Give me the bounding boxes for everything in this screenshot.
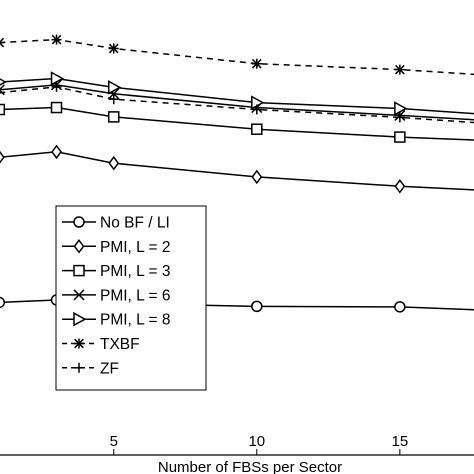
data-point-pmi-l-2-3 — [251, 169, 263, 185]
legend-marker-no-bf-li — [73, 216, 85, 228]
x-axis-title: Number of FBSs per Sector — [158, 459, 342, 474]
data-point-pmi-l-3-0 — [0, 103, 6, 116]
data-point-pmi-l-2-4 — [394, 179, 406, 194]
legend-label-txbf: TXBF — [100, 336, 140, 353]
data-point-zf-1 — [51, 81, 62, 92]
legend-item-pmi-l-6: PMI, L = 6 — [62, 287, 171, 304]
series-line-pmi-l-3 — [0, 106, 474, 141]
legend-marker-pmi-l-8 — [73, 311, 87, 327]
data-point-pmi-l-8-1 — [50, 71, 65, 86]
data-point-zf-2 — [108, 94, 119, 105]
x-tick-label-10: 10 — [248, 433, 265, 450]
data-point-txbf-1 — [51, 34, 62, 45]
data-point-pmi-l-2-1 — [51, 144, 62, 160]
x-axis-ticks: 5 10 15 — [110, 433, 409, 455]
legend-label-pmi-l-2: PMI, L = 2 — [100, 239, 171, 256]
legend-label-pmi-l-8: PMI, L = 8 — [100, 312, 171, 329]
legend-marker-pmi-l-6 — [73, 289, 85, 301]
data-point-pmi-l-2-0 — [0, 150, 5, 164]
x-tick-label-15: 15 — [392, 433, 409, 450]
legend-marker-pmi-l-3 — [73, 264, 85, 277]
data-point-pmi-l-8-2 — [108, 80, 122, 95]
series-pmi-l-2 — [0, 144, 474, 194]
data-point-txbf-0 — [0, 37, 5, 48]
data-point-pmi-l-3-2 — [108, 111, 120, 123]
data-point-zf-4 — [394, 112, 405, 123]
legend-item-pmi-l-8: PMI, L = 8 — [62, 312, 171, 329]
data-point-zf-0 — [0, 87, 5, 98]
series-line-pmi-l-6 — [0, 84, 474, 121]
legend-marker-txbf — [74, 338, 84, 349]
series-line-pmi-l-2 — [0, 151, 474, 191]
data-point-txbf-3 — [251, 58, 262, 69]
legend-label-no-bf-li: No BF / LI — [100, 215, 170, 232]
series-line-pmi-l-8 — [0, 77, 474, 115]
data-point-pmi-l-3-3 — [251, 123, 263, 135]
data-point-pmi-l-3-4 — [394, 131, 406, 143]
legend-label-pmi-l-3: PMI, L = 3 — [100, 263, 171, 280]
legend-item-pmi-l-2: PMI, L = 2 — [62, 239, 171, 256]
data-point-txbf-2 — [108, 43, 119, 54]
data-point-pmi-l-8-4 — [394, 101, 408, 116]
legend-item-pmi-l-3: PMI, L = 3 — [62, 263, 171, 280]
series-pmi-l-3 — [0, 101, 474, 143]
data-point-pmi-l-2-2 — [108, 155, 120, 171]
data-point-no-bf-li-0 — [0, 296, 6, 309]
legend-box — [55, 205, 207, 391]
series-zf — [0, 81, 474, 124]
series-pmi-l-6 — [0, 79, 474, 121]
legend-label-zf: ZF — [100, 360, 119, 377]
legend-item-no-bf-li: No BF / LI — [62, 215, 170, 232]
data-point-zf-3 — [251, 104, 262, 115]
data-point-no-bf-li-3 — [251, 300, 263, 313]
data-point-txbf-4 — [394, 64, 405, 75]
data-point-pmi-l-8-0 — [0, 78, 7, 86]
legend-marker-zf — [74, 362, 84, 373]
legend-label-pmi-l-6: PMI, L = 6 — [100, 287, 171, 304]
legend-marker-pmi-l-2 — [73, 239, 85, 254]
data-point-no-bf-li-4 — [394, 301, 406, 313]
series-line-zf — [0, 86, 474, 124]
legend: No BF / LI PMI, L = 2 PMI, L = 3 PMI, L = 6… — [55, 205, 207, 391]
x-tick-label-5: 5 — [110, 433, 118, 450]
series-txbf — [0, 34, 474, 76]
series-line-txbf — [0, 38, 474, 76]
series-pmi-l-8 — [0, 71, 474, 116]
data-point-pmi-l-3-1 — [50, 101, 63, 114]
legend-item-zf: ZF — [62, 360, 119, 377]
legend-item-txbf: TXBF — [62, 336, 140, 353]
